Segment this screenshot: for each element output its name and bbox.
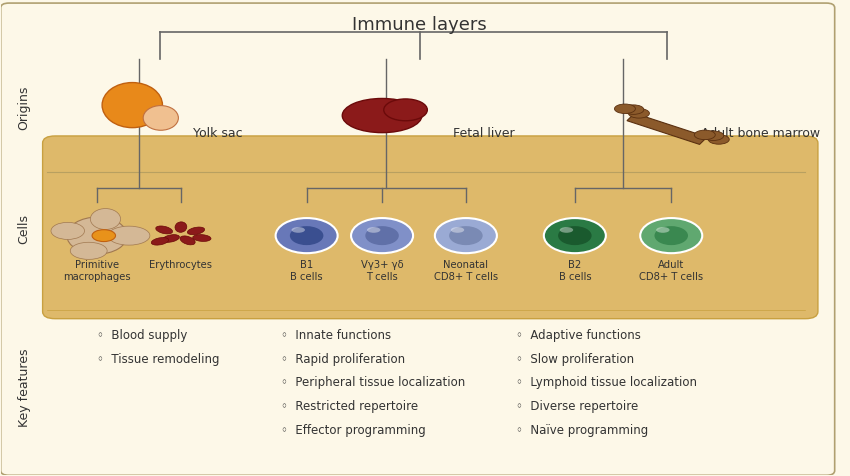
Text: B1
B cells: B1 B cells <box>291 260 323 282</box>
Ellipse shape <box>143 106 178 130</box>
Text: Origins: Origins <box>18 85 31 129</box>
Ellipse shape <box>383 99 428 121</box>
Text: Erythrocytes: Erythrocytes <box>150 260 212 270</box>
Circle shape <box>640 218 702 253</box>
Text: Cells: Cells <box>18 214 31 244</box>
Text: ◦  Innate functions: ◦ Innate functions <box>281 329 392 342</box>
Text: Adult bone marrow: Adult bone marrow <box>700 127 819 140</box>
Ellipse shape <box>156 226 173 234</box>
Ellipse shape <box>367 227 381 233</box>
Text: Adult
CD8+ T cells: Adult CD8+ T cells <box>639 260 703 282</box>
Circle shape <box>449 226 483 245</box>
Text: Key features: Key features <box>18 348 31 427</box>
Ellipse shape <box>348 104 382 122</box>
Ellipse shape <box>560 227 573 233</box>
Ellipse shape <box>450 227 464 233</box>
Ellipse shape <box>90 208 121 229</box>
Text: ◦  Slow proliferation: ◦ Slow proliferation <box>516 353 634 366</box>
Ellipse shape <box>193 235 211 241</box>
Ellipse shape <box>694 130 715 139</box>
Text: ◦  Diverse repertoire: ◦ Diverse repertoire <box>516 400 638 413</box>
Text: ◦  Naïve programming: ◦ Naïve programming <box>516 424 649 436</box>
Text: ◦  Peripheral tissue localization: ◦ Peripheral tissue localization <box>281 376 466 389</box>
Ellipse shape <box>51 222 84 239</box>
Circle shape <box>351 218 413 253</box>
Text: Vγ3+ γδ
T cells: Vγ3+ γδ T cells <box>360 260 404 282</box>
FancyBboxPatch shape <box>42 136 818 319</box>
Circle shape <box>654 226 688 245</box>
Circle shape <box>290 226 323 245</box>
Circle shape <box>366 226 399 245</box>
Circle shape <box>275 218 337 253</box>
Ellipse shape <box>623 105 644 114</box>
Ellipse shape <box>71 242 107 259</box>
Text: ◦  Rapid proliferation: ◦ Rapid proliferation <box>281 353 405 366</box>
Text: ◦  Restricted repertoire: ◦ Restricted repertoire <box>281 400 418 413</box>
Ellipse shape <box>162 235 179 242</box>
Ellipse shape <box>180 236 196 245</box>
Text: ◦  Adaptive functions: ◦ Adaptive functions <box>516 329 641 342</box>
Ellipse shape <box>628 109 649 118</box>
Ellipse shape <box>92 230 116 241</box>
Text: B2
B cells: B2 B cells <box>558 260 591 282</box>
Text: Yolk sac: Yolk sac <box>194 127 243 140</box>
Ellipse shape <box>102 82 162 128</box>
Ellipse shape <box>108 226 150 245</box>
Ellipse shape <box>292 227 305 233</box>
Ellipse shape <box>656 227 670 233</box>
Ellipse shape <box>175 222 187 232</box>
Ellipse shape <box>615 104 636 113</box>
Ellipse shape <box>151 238 168 245</box>
Text: Primitive
macrophages: Primitive macrophages <box>63 260 131 282</box>
Text: ◦  Blood supply: ◦ Blood supply <box>97 329 188 342</box>
Circle shape <box>435 218 497 253</box>
Ellipse shape <box>187 227 205 235</box>
Text: Immune layers: Immune layers <box>353 16 487 34</box>
Ellipse shape <box>343 99 422 133</box>
Circle shape <box>544 218 606 253</box>
Ellipse shape <box>708 135 729 144</box>
Text: ◦  Effector programming: ◦ Effector programming <box>281 424 426 436</box>
Text: ◦  Lymphoid tissue localization: ◦ Lymphoid tissue localization <box>516 376 697 389</box>
Polygon shape <box>627 113 707 144</box>
Text: Neonatal
CD8+ T cells: Neonatal CD8+ T cells <box>434 260 498 282</box>
Ellipse shape <box>67 217 128 254</box>
Text: ◦  Tissue remodeling: ◦ Tissue remodeling <box>97 353 219 366</box>
Ellipse shape <box>703 131 723 140</box>
Circle shape <box>558 226 592 245</box>
Text: Fetal liver: Fetal liver <box>453 127 515 140</box>
